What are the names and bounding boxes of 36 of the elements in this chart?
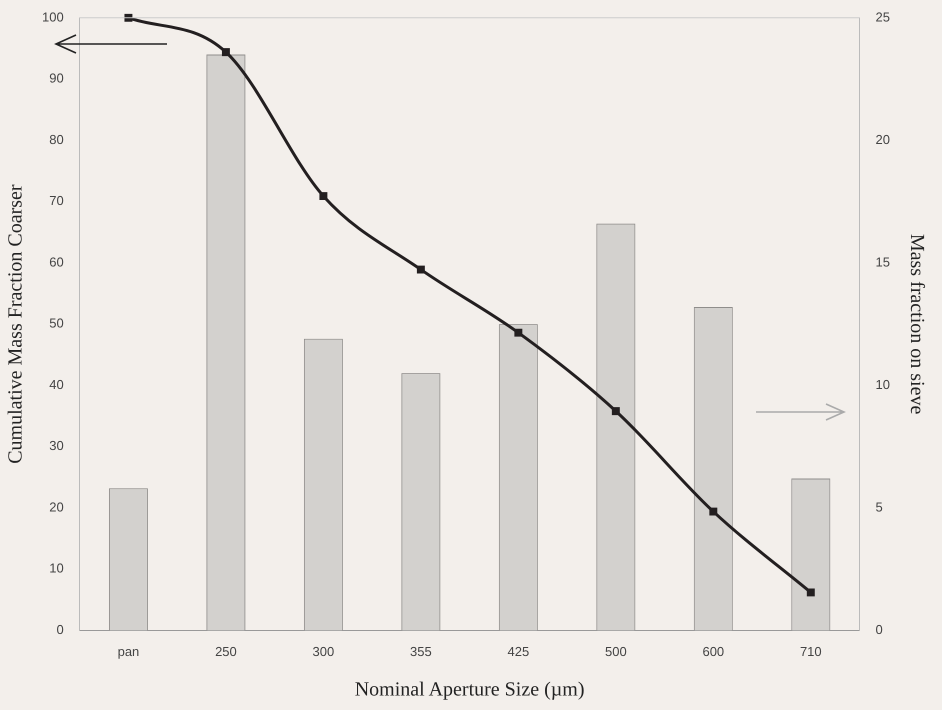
point [806,588,815,596]
y2-tick-label: 15 [876,254,890,270]
x-tick-label: 500 [604,644,627,659]
point [222,48,230,56]
y-tick-label: 30 [49,438,64,454]
y-axis-title: Cumulative Mass Fraction Coarser [4,184,26,464]
x-axis-title: Nominal Aperture Size (µm) [354,678,585,700]
y2-tick-label: 25 [876,9,890,24]
point [416,266,425,274]
y-tick-label: 20 [49,499,64,514]
x-tick-label: 600 [702,644,724,659]
y-tick-label: 90 [49,70,64,86]
y2-tick-label: 10 [876,376,890,392]
y2-tick-label: 20 [876,132,890,147]
point [709,508,718,516]
point [612,407,620,416]
x-tick-label: 425 [508,644,530,659]
y2-axis-title: Mass fraction on sieve [906,234,928,414]
y-tick-label: 0 [56,622,64,637]
x-tick-label: 355 [410,644,432,659]
y-tick-label: 70 [49,193,64,208]
point [514,328,522,337]
x-tick-label: 710 [800,644,822,659]
point [124,14,132,22]
y2-tick-label: 0 [876,622,883,637]
y-tick-label: 80 [49,132,64,147]
y-tick-label: 50 [49,316,64,331]
x-tick-label: pan [118,644,140,659]
y2-tick-label: 5 [876,499,883,514]
y-tick-label: 40 [49,376,64,392]
y-tick-label: 100 [42,9,64,24]
x-tick-label: 300 [312,644,334,659]
x-tick-label: 250 [215,644,237,659]
y-tick-label: 60 [49,254,64,270]
y-tick-label: 10 [49,560,64,576]
point [319,192,328,200]
